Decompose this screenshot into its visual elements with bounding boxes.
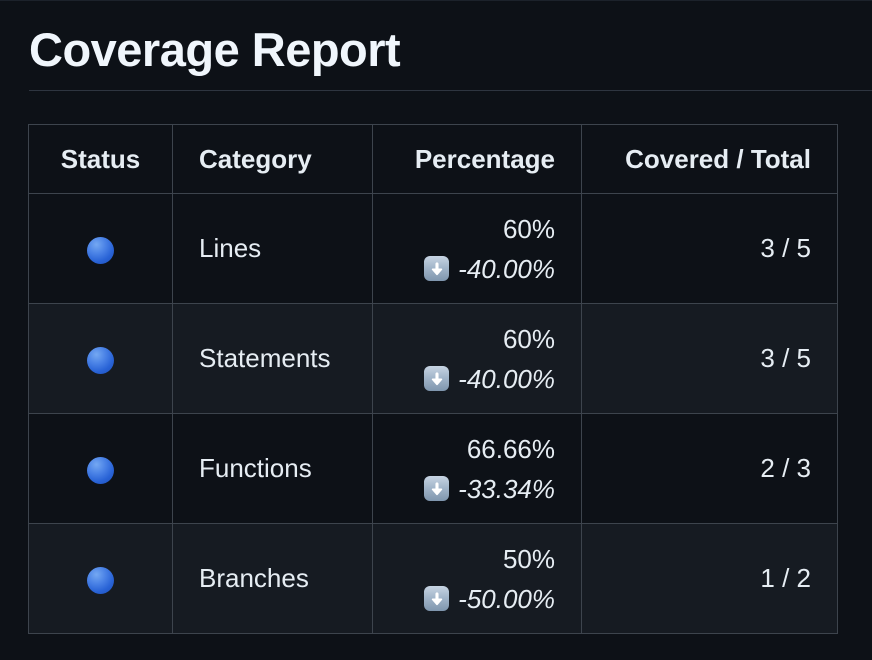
percentage-value: 60% — [502, 213, 555, 244]
delta-value: -40.00% — [458, 363, 555, 394]
down-arrow-icon — [424, 256, 450, 282]
category-cell: Branches — [172, 523, 373, 635]
down-arrow-icon — [424, 586, 450, 612]
status-cell — [28, 303, 173, 415]
delta-line: -40.00% — [399, 359, 555, 399]
table-row: Statements 60% -40.00% 3 / 5 — [28, 303, 838, 415]
down-arrow-icon — [424, 366, 450, 392]
covered-total-cell: 2 / 3 — [581, 413, 838, 525]
percentage-value: 60% — [502, 323, 555, 354]
delta-value: -40.00% — [458, 253, 555, 284]
category-cell: Lines — [172, 193, 373, 305]
delta-line: -50.00% — [399, 579, 555, 619]
column-header-percentage: Percentage — [372, 124, 582, 195]
status-cell — [28, 413, 173, 525]
percentage-cell: 60% -40.00% — [372, 193, 582, 305]
covered-total-cell: 1 / 2 — [581, 523, 838, 635]
delta-value: -50.00% — [458, 583, 555, 614]
blue-circle-icon — [87, 237, 114, 265]
status-cell — [28, 193, 173, 305]
table-row: Branches 50% -50.00% 1 / 2 — [28, 523, 838, 635]
category-cell: Functions — [172, 413, 373, 525]
blue-circle-icon — [87, 567, 114, 595]
down-arrow-icon — [424, 476, 450, 502]
table-row: Functions 66.66% -33.34% 2 / 3 — [28, 413, 838, 525]
covered-total-cell: 3 / 5 — [581, 303, 838, 415]
table-row: Lines 60% -40.00% 3 / 5 — [28, 193, 838, 305]
blue-circle-icon — [87, 347, 114, 375]
blue-circle-icon — [87, 457, 114, 485]
percentage-value: 66.66% — [466, 433, 555, 464]
header-row: Status Category Percentage Covered / Tot… — [28, 124, 838, 195]
percentage-cell: 60% -40.00% — [372, 303, 582, 415]
percentage-cell: 66.66% -33.34% — [372, 413, 582, 525]
delta-line: -40.00% — [399, 249, 555, 289]
status-cell — [28, 523, 173, 635]
percentage-cell: 50% -50.00% — [372, 523, 582, 635]
delta-value: -33.34% — [458, 473, 555, 504]
covered-total-cell: 3 / 5 — [581, 193, 838, 305]
delta-line: -33.34% — [399, 469, 555, 509]
column-header-category: Category — [172, 124, 373, 195]
column-header-status: Status — [28, 124, 173, 195]
percentage-value: 50% — [502, 543, 555, 574]
page-title: Coverage Report — [29, 22, 872, 92]
column-header-covered-total: Covered / Total — [581, 124, 838, 195]
coverage-table: Status Category Percentage Covered / Tot… — [28, 124, 838, 635]
category-cell: Statements — [172, 303, 373, 415]
